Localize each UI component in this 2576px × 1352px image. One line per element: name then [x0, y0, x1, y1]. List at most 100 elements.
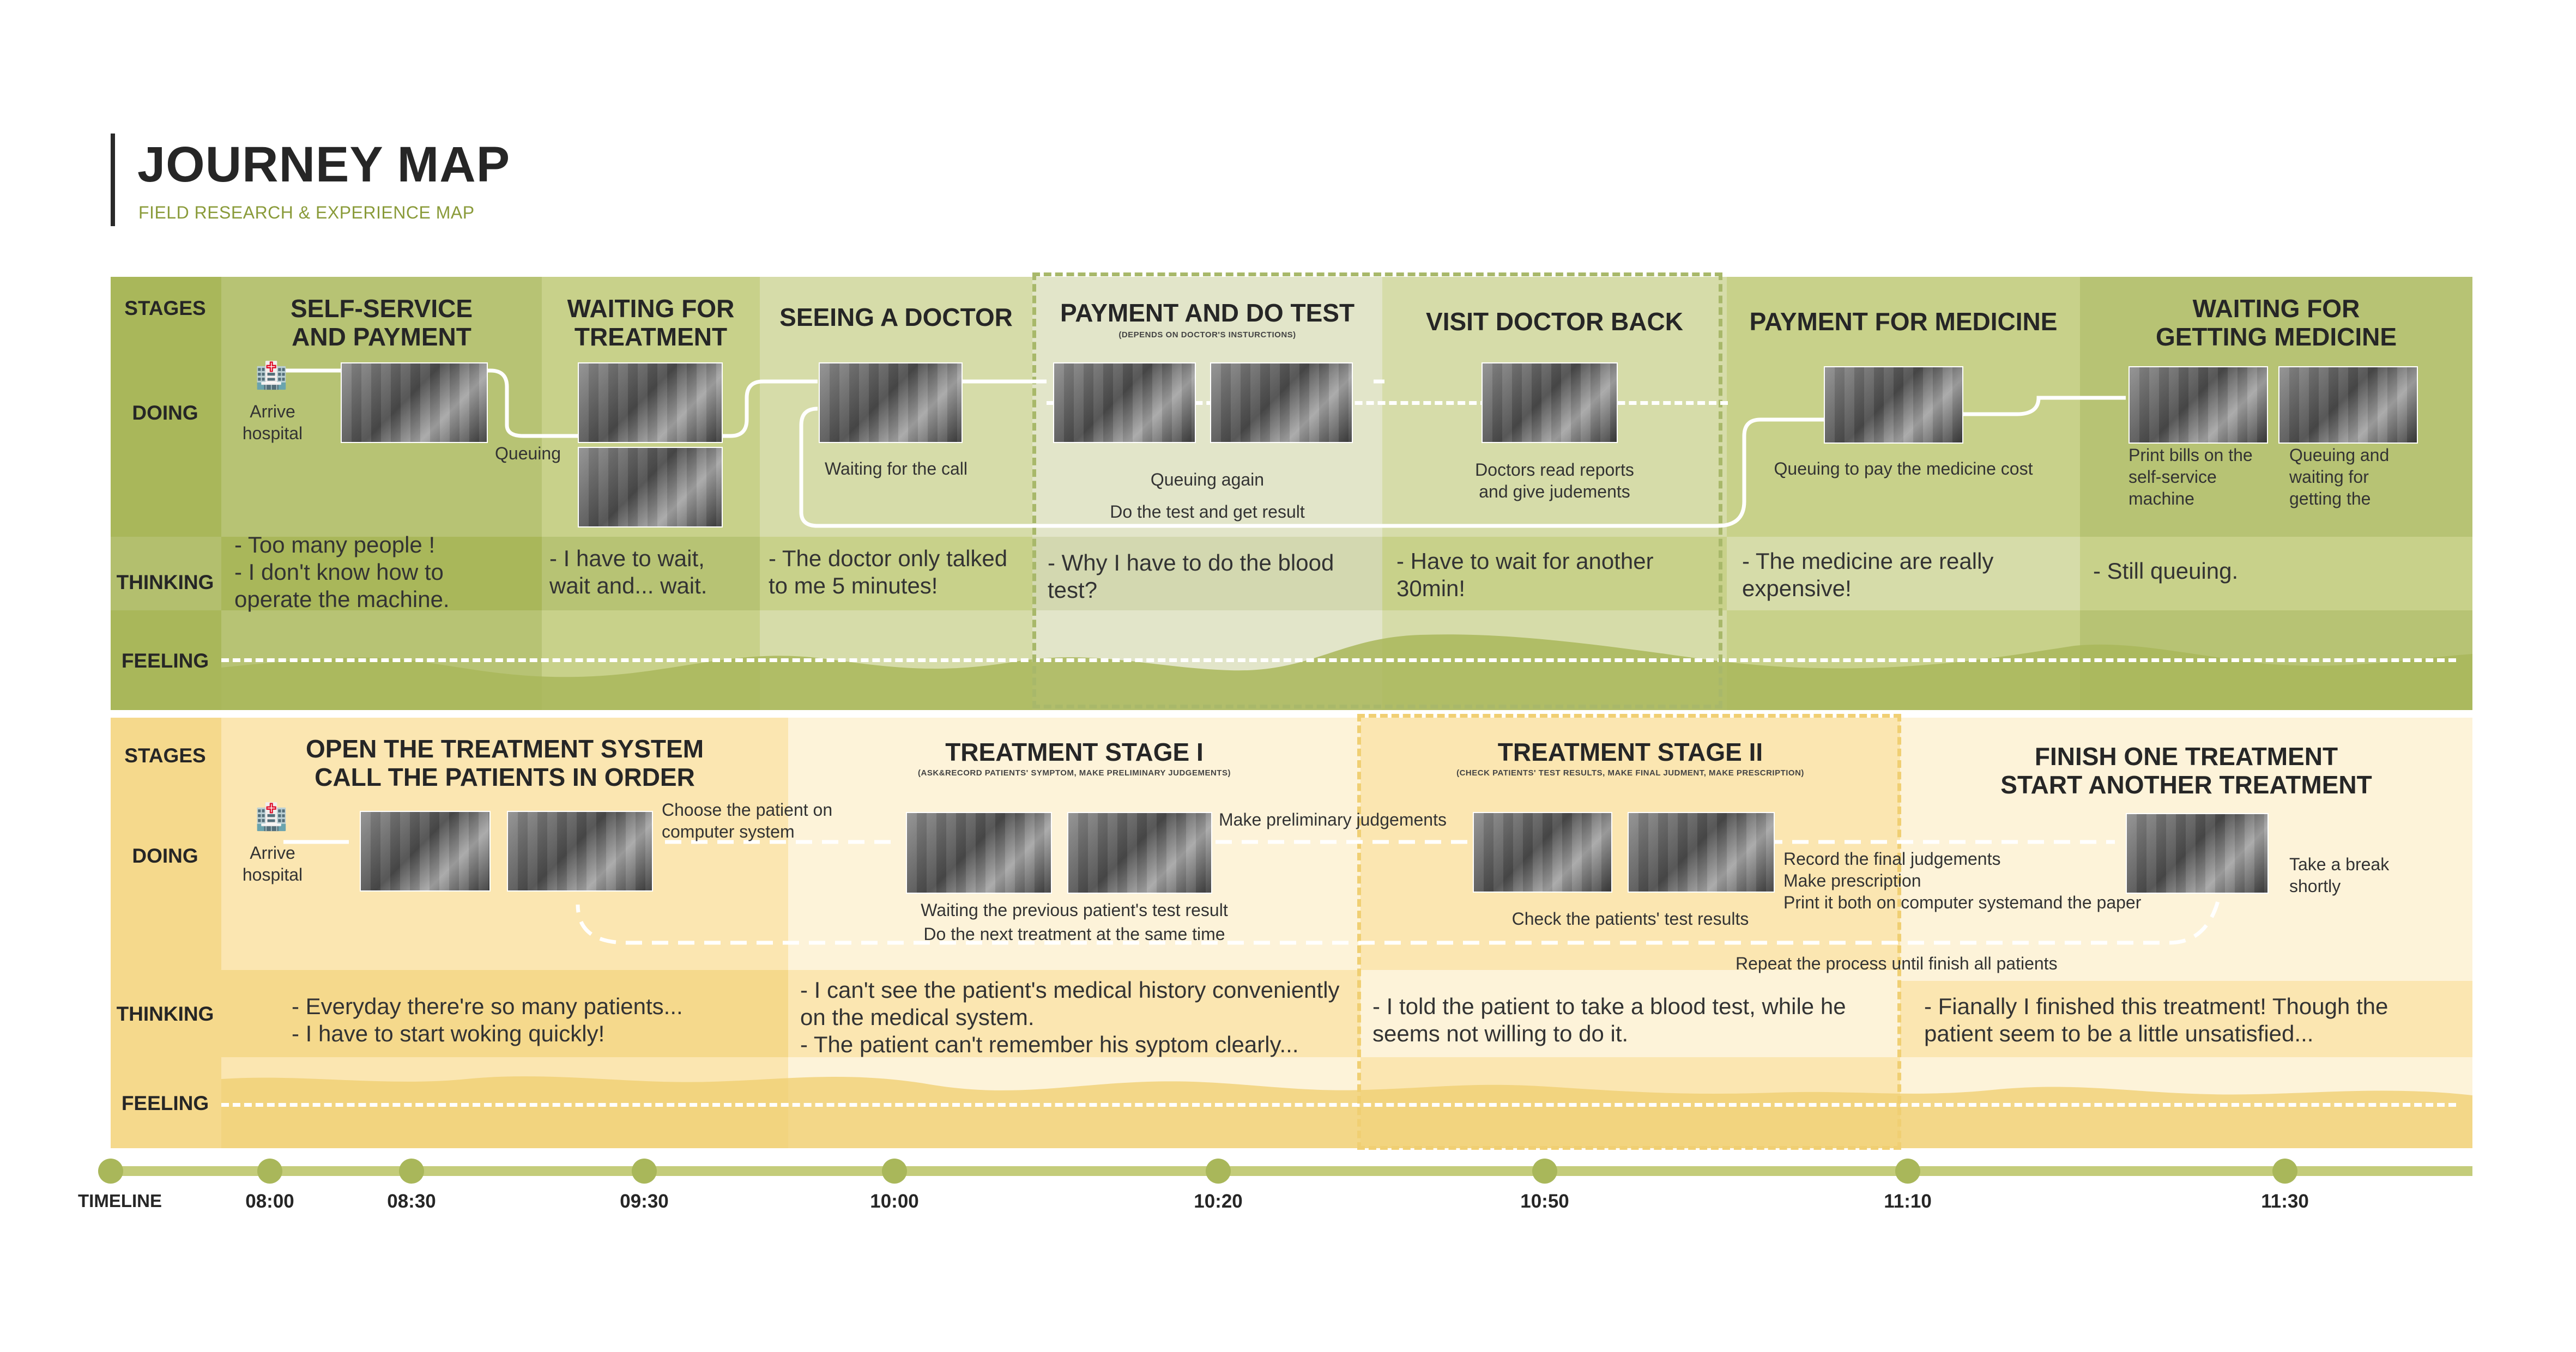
page-subtitle: FIELD RESEARCH & EXPERIENCE MAP — [138, 203, 475, 222]
patient-stage-4-title: PAYMENT AND DO TEST — [1060, 299, 1355, 327]
photo-blood-test — [1210, 362, 1353, 443]
photo-stage2-screen — [1628, 812, 1775, 893]
patient-print-bills: Print bills on the self-service machine — [2128, 445, 2253, 508]
photo-doctor-read — [1481, 362, 1618, 443]
patient-feeling-wave — [221, 634, 2472, 710]
patient-thought-1: - Too many people ! - I don't know how t… — [234, 532, 450, 612]
timeline-dot-1000 — [882, 1159, 907, 1184]
patient-do-test: Do the test and get result — [1110, 502, 1305, 522]
doctor-stage-bg-3 — [1360, 718, 1900, 1148]
doctor-record: Record the final judgements Make prescri… — [1783, 849, 2142, 912]
doctor-feeling-wave — [221, 1076, 2472, 1148]
patient-thought-box-2 — [542, 537, 760, 610]
doctor-label-thinking: THINKING — [116, 1003, 214, 1025]
patient-queuing-again: Queuing again — [1150, 470, 1265, 489]
timeline-tick: 11:30 — [2261, 1191, 2309, 1212]
patient-thought-4: - Why I have to do the blood test? — [1048, 550, 1334, 603]
doctor-thought-4: - Fianally I finished this treatment! Th… — [1924, 993, 2388, 1046]
patient-stage-1-title: SELF-SERVICE AND PAYMENT — [291, 294, 473, 351]
patient-highlight-frame — [1032, 272, 1722, 708]
timeline-dot-1110 — [1895, 1159, 1920, 1184]
doctor-stage-2-subtitle: (ASK&RECORD PATIENTS' SYMPTOM, MAKE PREL… — [918, 768, 1231, 778]
doctor-check-results: Check the patients' test results — [1511, 909, 1749, 929]
hospital-icon: 🏥 — [255, 361, 288, 390]
photo-stage2-check — [1473, 812, 1612, 893]
timeline-dot-0830 — [399, 1159, 424, 1184]
doctor-arrive-hospital: Arrive hospital — [242, 843, 303, 884]
doctor-thought-box-3 — [1360, 970, 1900, 1057]
timeline-start-dot — [98, 1159, 123, 1184]
patient-label-stages: STAGES — [124, 297, 206, 319]
photo-payment-counter — [1053, 362, 1196, 443]
patient-thought-box-6 — [1727, 537, 2080, 610]
page-title: JOURNEY MAP — [137, 137, 511, 192]
timeline-dot-0800 — [257, 1159, 282, 1184]
timeline-tick: 08:00 — [245, 1191, 294, 1212]
patient-stage-7-title: WAITING FOR GETTING MEDICINE — [2155, 294, 2397, 351]
patient-doing-dash — [1047, 401, 1728, 405]
doctor-repeat: Repeat the process until finish all pati… — [1736, 954, 2058, 973]
patient-label-thinking: THINKING — [116, 571, 214, 593]
timeline-dot-1050 — [1532, 1159, 1557, 1184]
patient-label-feeling: FEELING — [121, 650, 209, 672]
doctor-feeling-baseline — [221, 1103, 2456, 1107]
patient-stage-3-title: SEEING A DOCTOR — [779, 303, 1013, 331]
doctor-thought-2: - I can't see the patient's medical hist… — [800, 977, 1340, 1057]
doctor-thought-box-4 — [1900, 981, 2472, 1057]
doctor-label-column — [111, 718, 221, 1148]
patient-stage-bg-7 — [2080, 277, 2472, 710]
doctor-label-feeling: FEELING — [121, 1092, 209, 1114]
photo-medicine-queue — [1824, 366, 1963, 444]
patient-queuing-waiting: Queuing and waiting for getting the — [2289, 445, 2390, 508]
patient-waiting-call: Waiting for the call — [824, 459, 968, 478]
title-accent-bar — [111, 134, 115, 226]
timeline-bar — [111, 1166, 2472, 1176]
photo-print-bills — [2128, 366, 2268, 444]
patient-thought-box-3 — [760, 537, 1032, 610]
doctor-thought-1: - Everyday there're so many patients... … — [292, 993, 683, 1046]
doctor-choose-patient: Choose the patient on computer system — [662, 800, 833, 841]
doctor-thought-box-1 — [221, 970, 788, 1057]
photo-stage1-consult — [906, 812, 1052, 894]
patient-thought-2: - I have to wait, wait and... wait. — [549, 545, 708, 598]
doctor-make-prelim: Make preliminary judgements — [1219, 810, 1447, 829]
photo-stage1-records — [1067, 812, 1212, 894]
patient-queuing-pay: Queuing to pay the medicine cost — [1774, 459, 2033, 478]
doctor-label-doing: DOING — [132, 845, 198, 867]
patient-thought-box-7 — [2080, 537, 2472, 610]
doctor-highlight-frame — [1357, 714, 1901, 1150]
doctor-stage-1-title: OPEN THE TREATMENT SYSTEM CALL THE PATIE… — [305, 735, 704, 791]
photo-doctor-patient — [507, 811, 653, 892]
patient-stage-bg-3 — [760, 277, 1032, 710]
timeline-dot-1020 — [1206, 1159, 1231, 1184]
doctor-stage-bg-2 — [788, 718, 1360, 1148]
timeline-tick: 10:00 — [870, 1191, 919, 1212]
timeline-tick: 09:30 — [620, 1191, 669, 1212]
timeline-dot-0930 — [632, 1159, 657, 1184]
timeline-tick: 08:30 — [387, 1191, 436, 1212]
patient-arrive-hospital: Arrive hospital — [242, 402, 303, 443]
photo-doctor-break — [2126, 813, 2269, 894]
patient-label-column — [111, 277, 221, 710]
patient-label-doing: DOING — [132, 402, 198, 424]
doctor-stage-bg-1 — [221, 718, 788, 1148]
patient-stage-bg-1 — [221, 277, 542, 710]
photo-queue-board — [578, 362, 723, 443]
doctor-stage-bg-4 — [1900, 718, 2472, 1148]
doctor-take-break: Take a break shortly — [2289, 854, 2390, 896]
timeline-dot-1130 — [2272, 1159, 2297, 1184]
photo-doctor-computer — [360, 811, 491, 892]
doctor-hospital-icon: 🏥 — [255, 803, 288, 832]
patient-thought-6: - The medicine are really expensive! — [1742, 548, 1994, 601]
timeline-label: TIMELINE — [78, 1191, 162, 1211]
patient-doctors-read: Doctors read reports and give judements — [1475, 460, 1634, 501]
patient-stage-2-title: WAITING FOR TREATMENT — [567, 294, 735, 351]
patient-thought-box-1 — [221, 537, 542, 610]
patient-stage-6-title: PAYMENT FOR MEDICINE — [1749, 307, 2058, 336]
doctor-label-stages: STAGES — [124, 744, 206, 767]
patient-thought-box-4 — [1032, 537, 1382, 610]
patient-stage-bg-4 — [1032, 277, 1382, 710]
timeline-tick: 10:50 — [1520, 1191, 1569, 1212]
patient-thought-3: - The doctor only talked to me 5 minutes… — [769, 545, 1008, 598]
